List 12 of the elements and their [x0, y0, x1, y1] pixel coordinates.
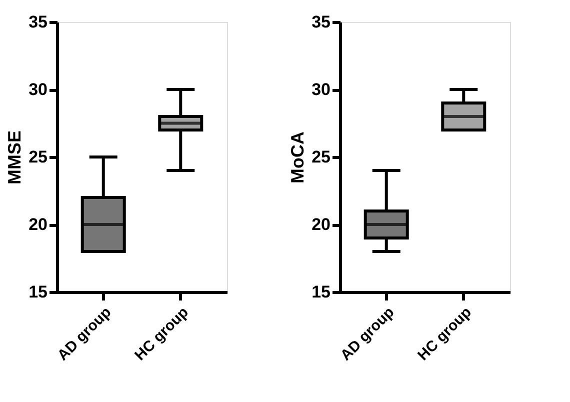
- y-tick-label: 20: [312, 215, 330, 234]
- y-tick-label: 15: [312, 282, 330, 302]
- y-tick-label: 15: [28, 282, 48, 302]
- y-tick-label: 25: [312, 148, 330, 166]
- y-tick-label: 35: [28, 12, 48, 32]
- y-axis-title: MoCA: [288, 132, 308, 184]
- y-tick-label: 30: [28, 80, 48, 99]
- y-tick-label: 20: [28, 215, 48, 234]
- y-axis-title: MMSE: [4, 130, 25, 184]
- y-tick-label: 25: [28, 148, 48, 166]
- y-tick-label: 30: [312, 80, 330, 99]
- y-tick-label: 35: [312, 12, 330, 32]
